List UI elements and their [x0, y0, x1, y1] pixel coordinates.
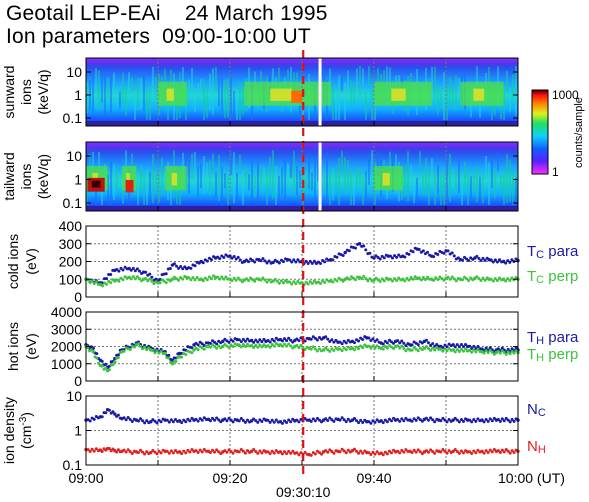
hot-ylabel-0: hot ions [5, 322, 21, 371]
event-date: 24 March 1995 [184, 2, 328, 25]
density-point [113, 412, 117, 416]
hot-ytick-label: 0 [74, 373, 82, 389]
hot-ytick-label: 1000 [51, 356, 82, 372]
xtick-label-1: 09:20 [212, 470, 247, 486]
cold-ylabel-0: cold ions [5, 234, 21, 289]
hot-point [221, 339, 225, 344]
density-series-0 [84, 408, 520, 425]
xtick-label-0: 09:00 [68, 470, 103, 486]
cold-point [343, 250, 347, 255]
hot-ytick-label: 3000 [51, 321, 82, 337]
density-legend-0: NC [527, 401, 546, 419]
cold-point [271, 260, 275, 265]
hot-legend-0: TH para [527, 329, 579, 347]
cold-series-1 [84, 274, 520, 288]
instrument-name: Geotail LEP-EAi [6, 2, 161, 25]
sunward-hotspot [291, 90, 302, 103]
sunward-ylabel-2: (keV/q) [35, 69, 51, 114]
density-legend-1: NH [527, 438, 546, 456]
cold-ylabel-1: (eV) [23, 248, 39, 274]
cold-legend-0: TC para [527, 243, 579, 261]
sunward-ytick-label: 1 [74, 87, 82, 103]
xtick-label-2: 09:40 [356, 470, 391, 486]
density-point [480, 449, 484, 453]
hot-point [91, 349, 95, 354]
density-ytick-label: 0.1 [63, 457, 83, 473]
cold-point [170, 277, 175, 281]
hot-ylabel-1: (eV) [23, 333, 39, 359]
sunward-data-gap [318, 58, 322, 126]
cold-ytick-label: 400 [59, 218, 83, 234]
hot-ytick-label: 2000 [51, 339, 82, 355]
hot-point [113, 360, 117, 364]
tailward-ytick-label: 1 [74, 172, 82, 188]
xtick-label-3: 10:00 (UT) [498, 470, 565, 486]
density-point [249, 419, 254, 423]
colorbar-tick-min: 1 [552, 165, 559, 179]
tailward-ytick-label: 10 [66, 148, 82, 164]
density-point [149, 450, 153, 455]
tailward-ytick-label: 0.1 [63, 195, 83, 211]
colorbar [531, 89, 549, 175]
density-ytick-label: 10 [66, 388, 82, 404]
hot-point [163, 351, 167, 356]
tailward-ylabel-2: (keV/q) [35, 154, 51, 199]
hot-series-1 [84, 341, 520, 373]
density-point [278, 450, 283, 454]
hot-legend-1: TH perp [527, 346, 578, 364]
cold-point [228, 254, 232, 258]
time-range: 09:00-10:00 UT [162, 25, 311, 48]
cold-ytick-label: 200 [59, 254, 83, 270]
cold-point [372, 278, 376, 282]
hot-point [321, 348, 326, 352]
colorbar-tick-max: 1000 [552, 88, 579, 102]
cold-series-0 [84, 242, 520, 285]
hot-point [451, 348, 455, 352]
figure-subject: Ion parameters [6, 25, 151, 48]
density-ylabel-name: ion density [1, 397, 17, 464]
cold-point [501, 277, 506, 281]
density-point [480, 418, 484, 422]
cold-point [372, 256, 376, 260]
density-ylabel-unit: (cm-3) [18, 412, 34, 449]
sunward-ylabel-1: ions [18, 79, 34, 105]
cold-ytick-label: 300 [59, 236, 83, 252]
hot-ytick-label: 4000 [51, 304, 82, 320]
figure-title-line-1: Geotail LEP-EAi 24 March 1995 [6, 2, 328, 26]
cold-ytick-label: 100 [59, 271, 83, 287]
colorbar-label: counts/sample [573, 97, 585, 168]
hot-point [170, 362, 175, 366]
hot-point [221, 344, 225, 349]
cold-ytick-label: 0 [74, 289, 82, 305]
hot-point [249, 338, 254, 343]
hot-point [451, 343, 455, 347]
hot-series-0 [84, 335, 520, 369]
tailward-ylabel-0: tailward [1, 152, 17, 200]
tailward-ylabel-1: ions [18, 164, 34, 190]
density-ytick-label: 1 [74, 423, 82, 439]
density-point [149, 419, 153, 424]
tailward-data-gap [318, 142, 322, 211]
sunward-ytick-label: 10 [66, 64, 82, 80]
density-point [451, 418, 455, 422]
cold-legend-1: TC perp [527, 268, 578, 286]
sunward-ylabel-0: sunward [1, 66, 17, 119]
hot-point [249, 343, 254, 348]
cold-point [300, 281, 304, 285]
event-time-label: 09:30:10 [276, 484, 331, 500]
figure-title-line-2: Ion parameters 09:00-10:00 UT [6, 25, 311, 49]
density-series-1 [84, 446, 520, 457]
sunward-ytick-label: 0.1 [63, 110, 83, 126]
cold-point [357, 242, 362, 246]
